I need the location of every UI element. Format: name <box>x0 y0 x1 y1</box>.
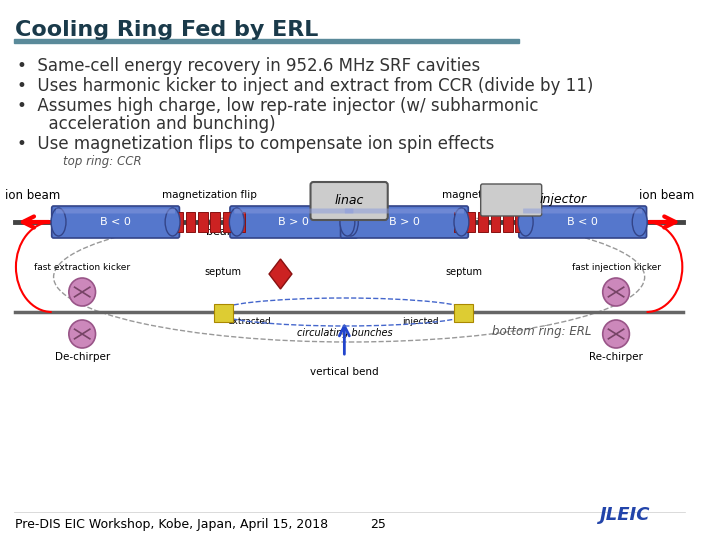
Text: •  Assumes high charge, low rep-rate injector (w/ subharmonic: • Assumes high charge, low rep-rate inje… <box>17 97 539 115</box>
Text: •  Same-cell energy recovery in 952.6 MHz SRF cavities: • Same-cell energy recovery in 952.6 MHz… <box>17 57 481 75</box>
Circle shape <box>603 278 629 306</box>
Bar <box>174 212 183 232</box>
Text: Re-chirper: Re-chirper <box>589 352 643 362</box>
Bar <box>210 212 220 232</box>
Bar <box>454 212 463 232</box>
Bar <box>454 304 473 322</box>
FancyBboxPatch shape <box>52 206 179 238</box>
Bar <box>186 212 195 232</box>
Text: •  Uses harmonic kicker to inject and extract from CCR (divide by 11): • Uses harmonic kicker to inject and ext… <box>17 77 594 95</box>
Text: •  Use magnetization flips to compensate ion spin effects: • Use magnetization flips to compensate … <box>17 135 495 153</box>
Bar <box>214 304 233 322</box>
Text: 25: 25 <box>370 518 386 531</box>
FancyBboxPatch shape <box>345 208 464 213</box>
Bar <box>466 212 475 232</box>
FancyBboxPatch shape <box>234 208 354 213</box>
Text: linac: linac <box>334 194 364 207</box>
Bar <box>503 212 513 232</box>
Text: bottom ring: ERL: bottom ring: ERL <box>492 325 592 338</box>
Bar <box>222 212 233 232</box>
Ellipse shape <box>343 208 359 236</box>
Text: ion beam: ion beam <box>639 189 694 202</box>
FancyBboxPatch shape <box>519 206 647 238</box>
FancyBboxPatch shape <box>481 184 541 216</box>
Ellipse shape <box>340 208 355 236</box>
Ellipse shape <box>165 208 180 236</box>
Text: vertical bend: vertical bend <box>310 367 379 377</box>
Text: B > 0: B > 0 <box>389 217 420 227</box>
Text: De-chirper: De-chirper <box>55 352 110 362</box>
Text: septum: septum <box>204 267 242 277</box>
Ellipse shape <box>454 208 469 236</box>
FancyBboxPatch shape <box>341 206 468 238</box>
Bar <box>516 212 525 232</box>
Text: B < 0: B < 0 <box>567 217 598 227</box>
FancyBboxPatch shape <box>56 208 175 213</box>
Ellipse shape <box>632 208 647 236</box>
Text: circulating bunches: circulating bunches <box>297 328 392 338</box>
Text: fast injection kicker: fast injection kicker <box>572 263 660 272</box>
Text: top ring: CCR: top ring: CCR <box>63 155 142 168</box>
Text: fast extraction kicker: fast extraction kicker <box>34 263 130 272</box>
Text: injected: injected <box>402 317 439 326</box>
FancyBboxPatch shape <box>230 206 358 238</box>
Circle shape <box>69 320 96 348</box>
Polygon shape <box>269 259 292 289</box>
Ellipse shape <box>51 208 66 236</box>
Ellipse shape <box>518 208 533 236</box>
Ellipse shape <box>230 208 244 236</box>
Text: acceleration and bunching): acceleration and bunching) <box>17 115 276 133</box>
Text: magnetization flip: magnetization flip <box>442 190 536 200</box>
Text: injector: injector <box>540 193 587 206</box>
Text: JLEIC: JLEIC <box>600 506 651 524</box>
Text: ion beam: ion beam <box>5 189 60 202</box>
Text: B < 0: B < 0 <box>100 217 131 227</box>
Text: Pre-DIS EIC Workshop, Kobe, Japan, April 15, 2018: Pre-DIS EIC Workshop, Kobe, Japan, April… <box>15 518 328 531</box>
Text: beam dump: beam dump <box>206 227 273 237</box>
Text: septum: septum <box>445 267 482 277</box>
Bar <box>198 212 207 232</box>
Bar <box>478 212 488 232</box>
FancyBboxPatch shape <box>523 208 642 213</box>
Text: magnetization flip: magnetization flip <box>161 190 256 200</box>
Bar <box>14 39 519 43</box>
FancyBboxPatch shape <box>310 182 388 220</box>
Bar <box>235 212 245 232</box>
Text: Cooling Ring Fed by ERL: Cooling Ring Fed by ERL <box>15 20 319 40</box>
Bar <box>491 212 500 232</box>
Circle shape <box>69 278 96 306</box>
Text: B > 0: B > 0 <box>279 217 310 227</box>
Text: extracted: extracted <box>227 317 271 326</box>
Circle shape <box>603 320 629 348</box>
